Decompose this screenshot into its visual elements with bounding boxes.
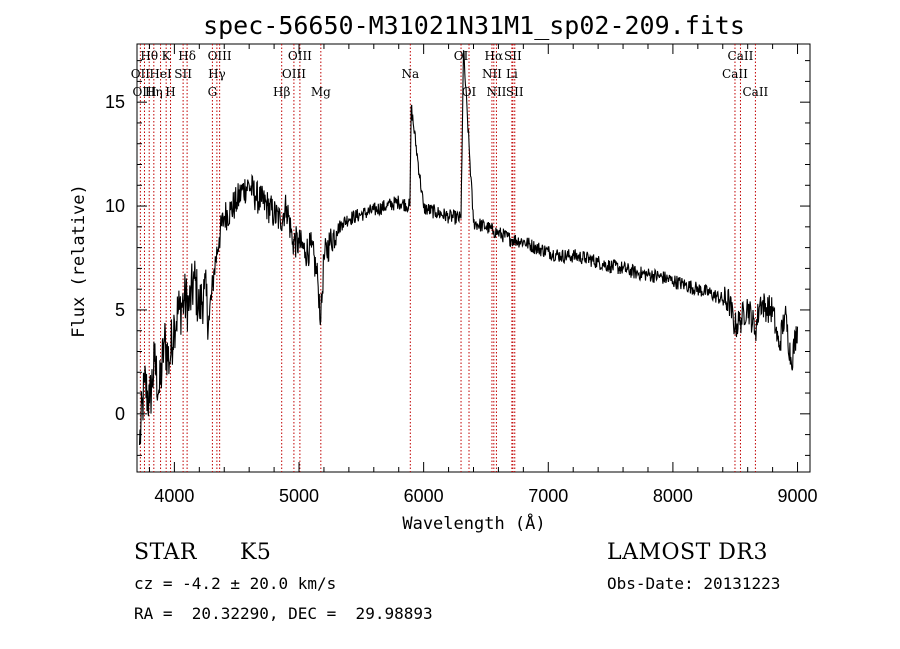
y-tick-label: 10	[105, 196, 125, 216]
spectral-line-label: Hδ	[178, 49, 196, 63]
plot-frame	[136, 43, 811, 473]
spectral-line-label: CaII	[722, 67, 748, 81]
spectrum-series-line	[138, 50, 799, 446]
y-tick-label: 15	[105, 92, 125, 112]
object-class: STAR	[134, 540, 197, 565]
y-axis-label: Flux (relative)	[69, 184, 89, 338]
y-axis-ticks: 0 5 10 15	[105, 60, 810, 456]
spectral-line-label: NII	[482, 67, 502, 81]
spectral-line-label: K	[162, 49, 172, 63]
y-tick-label: 0	[115, 404, 125, 424]
spectral-line-label: OII	[131, 67, 151, 81]
y-tick-label: 5	[115, 300, 125, 320]
x-tick-label: 5000	[279, 486, 319, 506]
spectral-line-label: SII	[174, 67, 192, 81]
spectral-line-label: OI	[454, 49, 469, 63]
spectral-line-label: Hα	[485, 49, 504, 63]
spectral-line-label: Hθ	[140, 49, 158, 63]
x-tick-label: 8000	[653, 486, 693, 506]
observation-date: Obs-Date: 20131223	[607, 574, 781, 593]
spectral-line-label: OI	[462, 85, 477, 99]
spectral-line-label: OIII	[208, 49, 232, 63]
spectral-line-label: SII	[506, 85, 524, 99]
spectral-line-label: Hη	[145, 85, 163, 99]
spectral-line-label: OIII	[288, 49, 312, 63]
coordinates: RA = 20.32290, DEC = 29.98893	[134, 604, 433, 623]
x-tick-label: 7000	[528, 486, 568, 506]
spectral-line-label: OIII	[282, 67, 306, 81]
spectral-line-label: G	[208, 85, 218, 99]
spectral-line-markers	[139, 44, 756, 472]
chart-title: spec-56650-M31021N31M1_sp02-209.fits	[203, 11, 745, 40]
x-tick-label: 9000	[778, 486, 818, 506]
spectral-line-label: NII	[486, 85, 506, 99]
spectral-line-label: CaII	[728, 49, 754, 63]
spectral-line-labels: Hθ OII OIII K HeI Hη SII H Hδ OIII Hγ G Hβ OIII OIII Mg…	[131, 49, 769, 99]
spectral-line-label: CaII	[742, 85, 768, 99]
spectral-line-label: Mg	[311, 85, 331, 99]
spectral-line-label: HeI	[149, 67, 172, 81]
redshift-cz: cz = -4.2 ± 20.0 km/s	[134, 574, 337, 593]
spectral-line-label: Na	[401, 67, 419, 81]
spectral-line-label: SII	[504, 49, 522, 63]
x-tick-label: 6000	[404, 486, 444, 506]
spectral-line-label: Hγ	[208, 67, 226, 81]
spectral-line-label: H	[165, 85, 175, 99]
x-axis-label: Wavelength (Å)	[402, 512, 545, 534]
x-axis-ticks: 4000 5000 6000 7000 8000 9000	[148, 44, 818, 506]
x-tick-label: 4000	[154, 486, 194, 506]
spectral-line-label: OIII	[132, 85, 156, 99]
spectral-line-label: Hβ	[273, 85, 290, 99]
spectral-line-label: Li	[506, 67, 518, 81]
survey-name: LAMOST DR3	[607, 540, 768, 565]
object-subclass: K5	[240, 540, 272, 565]
